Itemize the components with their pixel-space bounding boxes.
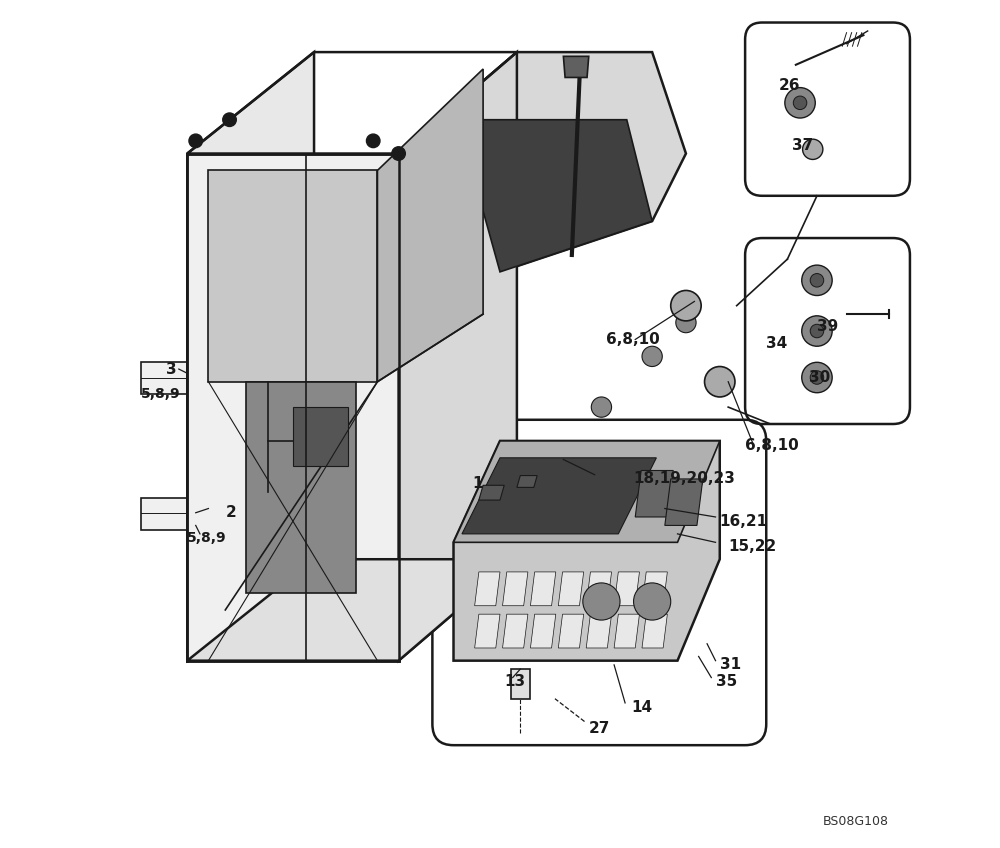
Text: 16,21: 16,21 (720, 514, 768, 528)
Polygon shape (208, 170, 377, 382)
FancyBboxPatch shape (141, 362, 187, 394)
Circle shape (810, 274, 824, 287)
Text: BS08G108: BS08G108 (823, 815, 889, 828)
Text: 15,22: 15,22 (728, 539, 776, 554)
Text: 35: 35 (716, 674, 737, 689)
Text: 27: 27 (589, 721, 610, 736)
Text: 39: 39 (817, 320, 838, 334)
Circle shape (189, 134, 202, 148)
Circle shape (583, 583, 620, 620)
Text: 37: 37 (792, 137, 813, 153)
Polygon shape (454, 441, 720, 543)
Circle shape (634, 583, 671, 620)
Circle shape (803, 139, 823, 159)
Polygon shape (530, 614, 556, 648)
Text: 34: 34 (766, 336, 787, 351)
Polygon shape (530, 572, 556, 605)
Text: 6,8,10: 6,8,10 (606, 332, 659, 347)
Polygon shape (458, 120, 652, 272)
Polygon shape (517, 476, 537, 488)
Polygon shape (187, 52, 314, 661)
Text: 1: 1 (472, 476, 483, 491)
Text: 30: 30 (809, 370, 830, 385)
Polygon shape (187, 559, 517, 661)
Circle shape (676, 312, 696, 332)
Text: 31: 31 (720, 657, 741, 672)
Polygon shape (586, 572, 612, 605)
Polygon shape (475, 614, 500, 648)
Polygon shape (642, 614, 667, 648)
Circle shape (223, 113, 236, 126)
Polygon shape (614, 614, 639, 648)
Polygon shape (614, 572, 639, 605)
Text: 26: 26 (779, 78, 800, 93)
Text: 2: 2 (225, 505, 236, 521)
Polygon shape (563, 56, 589, 77)
Text: 3: 3 (166, 361, 177, 377)
Polygon shape (454, 441, 720, 661)
Circle shape (810, 371, 824, 384)
Polygon shape (642, 572, 667, 605)
Circle shape (793, 96, 807, 109)
Polygon shape (399, 52, 686, 272)
Text: 13: 13 (504, 674, 525, 689)
Polygon shape (503, 572, 528, 605)
Polygon shape (503, 614, 528, 648)
Polygon shape (399, 52, 517, 661)
Text: 5,8,9: 5,8,9 (141, 388, 180, 401)
Polygon shape (558, 572, 584, 605)
Polygon shape (635, 471, 673, 517)
Polygon shape (511, 669, 530, 699)
Circle shape (705, 366, 735, 397)
Text: 5,8,9: 5,8,9 (187, 531, 227, 545)
FancyBboxPatch shape (141, 498, 196, 530)
Polygon shape (665, 479, 703, 526)
Polygon shape (187, 153, 399, 661)
Circle shape (366, 134, 380, 148)
Polygon shape (479, 485, 504, 500)
Text: 6,8,10: 6,8,10 (745, 438, 799, 453)
Polygon shape (377, 69, 483, 382)
Polygon shape (558, 614, 584, 648)
Polygon shape (382, 137, 625, 491)
Polygon shape (246, 382, 356, 593)
Circle shape (810, 324, 824, 338)
Circle shape (802, 315, 832, 346)
Text: 18,19,20,23: 18,19,20,23 (634, 471, 735, 487)
Circle shape (591, 397, 612, 417)
Circle shape (671, 291, 701, 321)
Circle shape (785, 87, 815, 118)
Circle shape (642, 346, 662, 366)
Circle shape (802, 362, 832, 393)
Circle shape (392, 147, 405, 160)
Polygon shape (462, 458, 656, 534)
Polygon shape (586, 614, 612, 648)
Text: 14: 14 (631, 700, 652, 715)
Polygon shape (293, 407, 348, 466)
Circle shape (802, 265, 832, 295)
Polygon shape (475, 572, 500, 605)
